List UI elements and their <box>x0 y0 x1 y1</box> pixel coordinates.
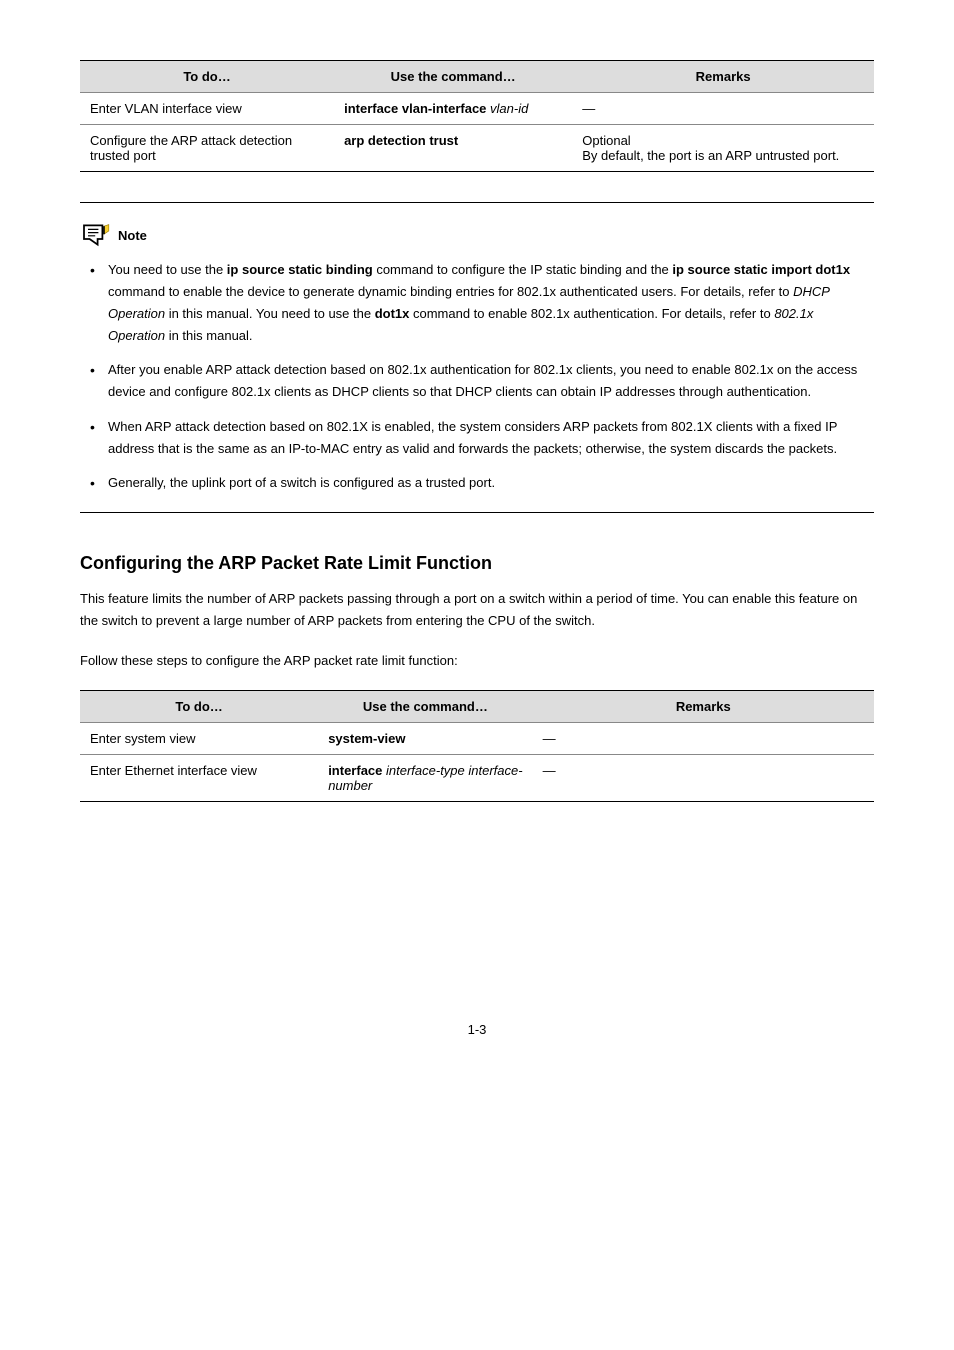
section-paragraph: Follow these steps to configure the ARP … <box>80 650 874 672</box>
table-cell: Enter system view <box>80 723 318 755</box>
table-header: Use the command… <box>334 61 572 93</box>
note-label: Note <box>118 228 147 243</box>
page-number: 1-3 <box>80 1022 874 1037</box>
list-item: Generally, the uplink port of a switch i… <box>84 472 874 494</box>
table-header: Use the command… <box>318 691 532 723</box>
table-header: Remarks <box>533 691 874 723</box>
note-icon <box>80 223 112 247</box>
section-heading: Configuring the ARP Packet Rate Limit Fu… <box>80 553 874 574</box>
table-cell: interface vlan-interface vlan-id <box>334 93 572 125</box>
table-header: Remarks <box>572 61 874 93</box>
table-row: Configure the ARP attack detection trust… <box>80 125 874 172</box>
divider <box>80 512 874 513</box>
table-row: Enter VLAN interface view interface vlan… <box>80 93 874 125</box>
list-item: When ARP attack detection based on 802.1… <box>84 416 874 460</box>
table-header: To do… <box>80 691 318 723</box>
table-cell: system-view <box>318 723 532 755</box>
table-cell: — <box>533 723 874 755</box>
table-cell: Optional By default, the port is an ARP … <box>572 125 874 172</box>
table-cell: Enter Ethernet interface view <box>80 755 318 802</box>
table-cell: Enter VLAN interface view <box>80 93 334 125</box>
table-row: Enter Ethernet interface view interface … <box>80 755 874 802</box>
section-paragraph: This feature limits the number of ARP pa… <box>80 588 874 632</box>
table-cell: Configure the ARP attack detection trust… <box>80 125 334 172</box>
table-row: Enter system view system-view — <box>80 723 874 755</box>
list-item: You need to use the ip source static bin… <box>84 259 874 347</box>
table-header: To do… <box>80 61 334 93</box>
divider <box>80 202 874 203</box>
note-list: You need to use the ip source static bin… <box>80 259 874 494</box>
table-cell: — <box>572 93 874 125</box>
note-header: Note <box>80 223 874 247</box>
table-arp-rate-limit: To do… Use the command… Remarks Enter sy… <box>80 690 874 802</box>
table-cell: arp detection trust <box>334 125 572 172</box>
table-arp-detection: To do… Use the command… Remarks Enter VL… <box>80 60 874 172</box>
table-cell: interface interface-type interface-numbe… <box>318 755 532 802</box>
list-item: After you enable ARP attack detection ba… <box>84 359 874 403</box>
table-cell: — <box>533 755 874 802</box>
